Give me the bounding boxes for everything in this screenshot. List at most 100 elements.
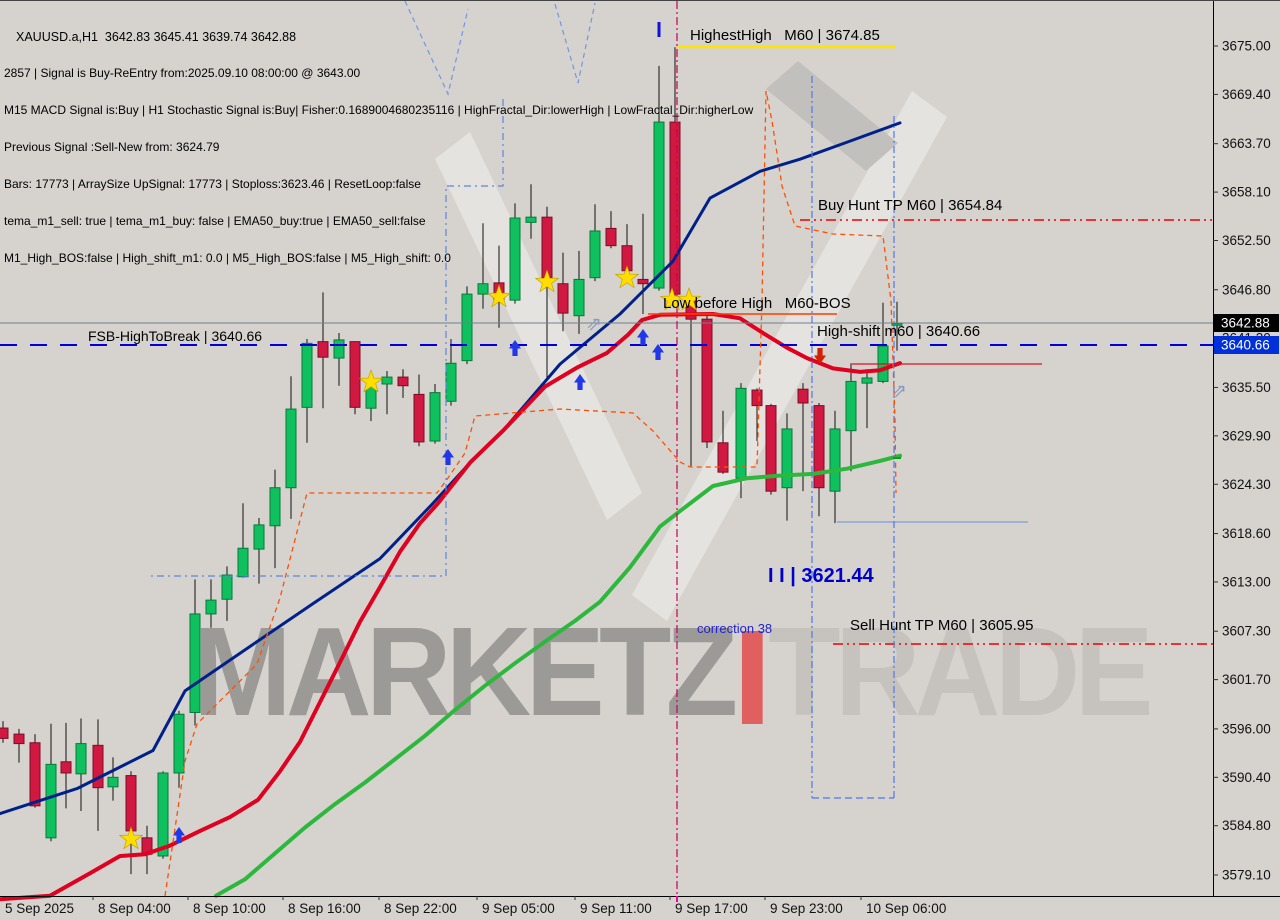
watermark-text-2: TRADE	[768, 601, 1153, 742]
info-line-bos: M1_High_BOS:false | High_shift_m1: 0.0 |…	[4, 250, 451, 265]
time-tick-label[interactable]: 8 Sep 04:00	[98, 901, 171, 916]
buy-arrow-icon	[509, 340, 522, 356]
current-price-tag	[1214, 314, 1279, 332]
top-blue-squiggle-1[interactable]	[554, 2, 596, 84]
time-tick-label[interactable]: 9 Sep 17:00	[675, 901, 748, 916]
buy-arrow-icon	[637, 329, 650, 345]
price-tick-label: 3652.50	[1222, 233, 1271, 248]
candle-body	[381, 376, 393, 385]
price-tick-label: 3596.00	[1222, 721, 1271, 736]
candle-body	[221, 574, 233, 600]
watermark: MARKETZ TRADE	[193, 601, 1154, 742]
structure-blue-dash-path[interactable]	[150, 99, 504, 577]
candle-body	[637, 278, 649, 285]
signal-star-icon	[118, 826, 144, 850]
time-tick-label[interactable]: 8 Sep 22:00	[384, 901, 457, 916]
candle-body	[317, 341, 329, 358]
label-high-shift[interactable]: High-shift m60 | 3640.66	[817, 323, 981, 340]
candle-body	[45, 763, 57, 839]
label-fsb-high-to-break[interactable]: FSB-HighToBreak | 3640.66	[88, 328, 263, 344]
price-tick-label: 3675.00	[1222, 39, 1271, 54]
candle-body	[525, 216, 537, 223]
buy-arrow-icon	[574, 374, 587, 390]
candle-body	[13, 733, 25, 745]
candle-body	[237, 547, 249, 578]
candle-body	[557, 283, 569, 314]
time-tick-label[interactable]: 5 Sep 2025	[5, 901, 74, 916]
candle-body	[751, 389, 763, 407]
candle-body	[717, 442, 729, 473]
time-tick-label[interactable]: 8 Sep 10:00	[193, 901, 266, 916]
candle-body	[205, 599, 217, 615]
candle-body	[461, 293, 473, 362]
chart-info-block: XAUUSD.a,H1 3642.83 3645.41 3639.74 3642…	[4, 6, 753, 289]
time-tick-label[interactable]: 8 Sep 16:00	[288, 901, 361, 916]
price-tick-label: 3590.40	[1222, 770, 1271, 785]
current-price-tag-label: 3642.88	[1221, 316, 1270, 331]
time-tick-label[interactable]: 9 Sep 11:00	[580, 901, 652, 916]
candle-body	[845, 380, 857, 432]
buy-arrow-icon	[652, 344, 665, 360]
time-tick-label[interactable]: 9 Sep 05:00	[482, 901, 555, 916]
hollow-arrow-icon: ⇗	[891, 381, 907, 402]
label-low-before-high[interactable]: Low before High M60-BOS	[663, 295, 851, 312]
ema-fast-red-line	[0, 312, 902, 902]
signal-star-icon	[486, 284, 512, 308]
candle-body	[157, 772, 169, 857]
candle-body	[861, 377, 873, 384]
buy-arrow-icon	[173, 827, 185, 843]
label-buy-hunt-tp[interactable]: Buy Hunt TP M60 | 3654.84	[818, 197, 1003, 214]
candle-body	[573, 278, 585, 317]
candle-body	[349, 341, 361, 408]
info-line-tema: tema_m1_sell: true | tema_m1_buy: false …	[4, 214, 426, 229]
candle-body	[781, 428, 793, 489]
candle-body	[75, 743, 87, 775]
candle-body	[269, 487, 281, 527]
candle-body	[285, 408, 297, 489]
signal-star-icon	[358, 369, 384, 393]
price-tick-label: 3669.40	[1222, 87, 1271, 102]
candle-body	[735, 387, 747, 479]
time-tick-label[interactable]: 9 Sep 23:00	[770, 901, 843, 916]
candle-body	[189, 613, 201, 713]
label-correction[interactable]: correction 38	[697, 621, 773, 636]
price-tick-label: 3613.00	[1222, 574, 1271, 589]
signal-star-icon	[614, 265, 640, 289]
candle-body	[29, 742, 41, 807]
info-line-bars: Bars: 17773 | ArraySize UpSignal: 17773 …	[4, 177, 421, 192]
candle-body	[829, 428, 841, 492]
ema-slow-green-line	[214, 453, 902, 898]
buy-arrow-icon	[442, 449, 454, 465]
candle-body	[107, 776, 119, 788]
logo-ribbon-dark	[766, 61, 898, 171]
fractal-band-orange[interactable]	[164, 90, 897, 897]
indicators-layer	[0, 121, 902, 902]
top-blue-squiggle-2[interactable]	[404, 1, 469, 96]
price-tick-label: 3579.10	[1222, 867, 1271, 882]
price-tick-label: 3629.90	[1222, 428, 1271, 443]
price-tick-label: 3624.30	[1222, 477, 1271, 492]
price-tick-label: 3658.10	[1222, 185, 1271, 200]
candle-body	[173, 713, 185, 774]
time-tick-label[interactable]: 10 Sep 06:00	[866, 901, 946, 916]
price-tick-label: 3607.30	[1222, 624, 1271, 639]
target-price-tag	[1214, 336, 1279, 354]
candles-layer	[0, 47, 903, 875]
candle-body	[60, 761, 72, 774]
markers-layer: ⇗⇗	[118, 265, 907, 850]
info-line-signal: 2857 | Signal is Buy-ReEntry from:2025.0…	[4, 66, 361, 81]
label-sell-hunt-tp[interactable]: Sell Hunt TP M60 | 3605.95	[850, 617, 1034, 634]
hollow-arrow-icon: ⇗	[586, 314, 602, 335]
candle-body	[813, 405, 825, 489]
candle-body	[509, 217, 521, 301]
candle-body	[477, 283, 489, 295]
candle-body	[605, 227, 617, 247]
sell-arrow-icon	[814, 348, 827, 364]
label-highest-high[interactable]: HighestHigh M60 | 3674.85	[690, 27, 880, 44]
label-ii-level[interactable]: I I | 3621.44	[768, 565, 874, 587]
candle-body	[445, 362, 457, 402]
candle-body	[125, 775, 137, 832]
candle-body	[92, 744, 104, 789]
